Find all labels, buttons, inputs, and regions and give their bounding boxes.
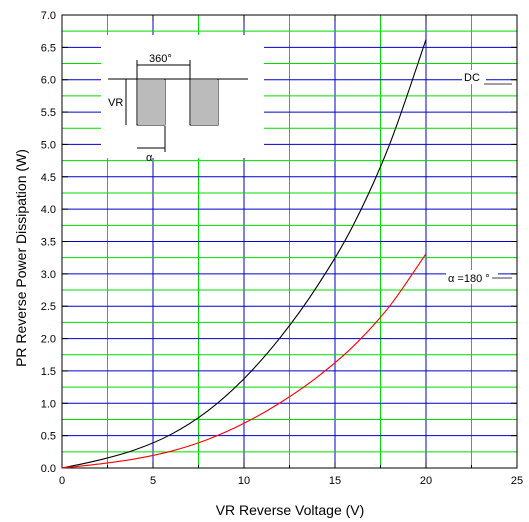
x-tick-label: 25 (511, 475, 523, 487)
series-line-alpha-180 (61, 253, 427, 469)
y-tick-label: 5.0 (41, 139, 56, 151)
x-tick-label: 20 (420, 475, 432, 487)
label-bg-dc (462, 70, 486, 84)
x-tick-label: 15 (329, 475, 341, 487)
y-tick-label: 5.5 (41, 107, 56, 119)
inset-period-label: 360° (149, 53, 172, 65)
axis-ticks: 0 5 10 15 20 25 0.0 0.5 1.0 1.5 2.0 2.5 3.0 3.5 4.0 4.5… (41, 10, 523, 487)
y-tick-label: 1.5 (41, 366, 56, 378)
waveform-inset: 360° VR α (101, 35, 264, 164)
series-label-dc: DC (464, 72, 480, 84)
y-tick-label: 6.0 (41, 75, 56, 87)
y-tick-label: 0.0 (41, 463, 56, 475)
y-tick-label: 0.5 (41, 431, 56, 443)
y-tick-label: 4.5 (41, 172, 56, 184)
inset-background (101, 35, 264, 158)
inset-amplitude-label: VR (108, 97, 123, 109)
y-tick-label: 2.0 (41, 334, 56, 346)
series-labels: DC α =180 ° (446, 70, 512, 285)
inset-width-label: α (146, 152, 153, 164)
y-tick-label: 2.5 (41, 301, 56, 313)
grid (62, 15, 517, 468)
series-label-alpha: α =180 ° (448, 273, 490, 285)
y-tick-label: 3.0 (41, 269, 56, 281)
label-bg-alpha (446, 270, 498, 284)
inset-pulse-2 (191, 80, 218, 125)
inset-pulse-1 (138, 80, 165, 125)
x-axis-label: VR Reverse Voltage (V) (216, 502, 365, 518)
y-tick-label: 6.5 (41, 42, 56, 54)
y-tick-label: 3.5 (41, 237, 56, 249)
x-tick-label: 5 (150, 475, 156, 487)
y-axis-label: PR Reverse Power Dissipation (W) (13, 149, 29, 367)
x-tick-label: 0 (59, 475, 65, 487)
y-tick-label: 7.0 (41, 10, 56, 22)
x-tick-label: 10 (238, 475, 250, 487)
y-tick-label: 4.0 (41, 204, 56, 216)
y-tick-label: 1.0 (41, 398, 56, 410)
series-line-dc (61, 39, 427, 469)
series-lines (61, 39, 427, 469)
